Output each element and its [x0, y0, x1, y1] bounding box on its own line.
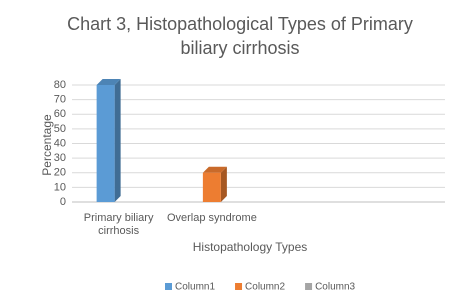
bar — [202, 172, 221, 202]
y-tick-label: 60 — [54, 108, 66, 120]
y-axis-label: Percentage — [40, 114, 54, 176]
legend-swatch — [165, 283, 172, 290]
legend-label: Column3 — [315, 282, 355, 293]
y-tick-label: 30 — [54, 152, 66, 164]
y-tick-label: 70 — [54, 94, 66, 106]
bar-top — [96, 79, 121, 85]
y-tick-label: 80 — [54, 79, 66, 91]
legend-label: Column2 — [245, 282, 285, 293]
legend-label: Column1 — [175, 282, 215, 293]
bar — [96, 85, 115, 202]
legend-swatch — [305, 283, 313, 290]
y-tick-label: 0 — [60, 196, 66, 208]
x-tick-label: Overlap syndrome — [166, 212, 257, 224]
y-tick-label: 20 — [54, 167, 66, 179]
bar-top — [202, 166, 227, 173]
y-tick-label: 40 — [54, 137, 66, 149]
x-axis-label: Histopathology Types — [192, 240, 308, 254]
y-tick-label: 10 — [54, 181, 66, 193]
chart-title: Chart 3, Histopathological Types of Prim… — [67, 14, 413, 58]
bar-side — [114, 79, 121, 202]
y-tick-label: 50 — [54, 123, 66, 135]
x-tick-label: Primary biliary cirrhosis — [83, 212, 154, 237]
legend-swatch — [235, 283, 243, 290]
bar-side — [220, 166, 227, 202]
